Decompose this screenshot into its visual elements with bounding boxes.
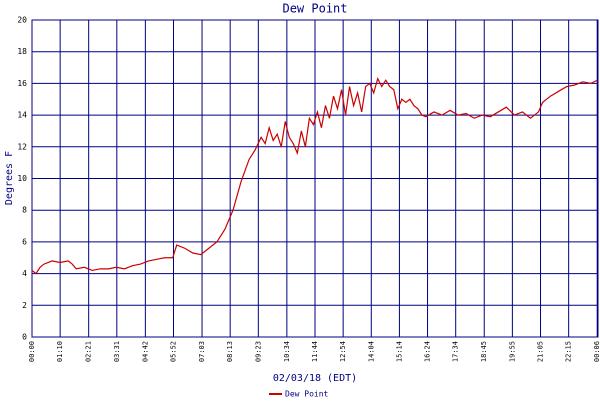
x-tick-label: 12:54 — [339, 341, 347, 362]
x-tick-label: 11:44 — [311, 341, 319, 362]
line — [31, 77, 598, 275]
x-tick-label: 21:05 — [537, 341, 545, 362]
x-tick-label: 22:15 — [565, 341, 573, 362]
x-tick-label: 15:14 — [395, 341, 403, 362]
x-tick-label: 05:52 — [170, 341, 178, 362]
y-tick-label: 0 — [22, 333, 27, 342]
chart-title: Dew Point — [282, 2, 347, 16]
y-tick-label: 18 — [17, 47, 27, 56]
x-tick-label: 09:23 — [254, 341, 262, 362]
x-tick-label: 03:31 — [113, 341, 121, 362]
x-tick-label: 04:42 — [141, 341, 149, 362]
x-tick-label: 16:24 — [424, 341, 432, 362]
x-tick-label: 02:21 — [85, 341, 93, 362]
x-tick-label: 19:55 — [508, 341, 516, 362]
x-tick-label: 07:03 — [198, 341, 206, 362]
y-tick-label: 12 — [17, 142, 27, 151]
x-tick-label: 01:10 — [56, 341, 64, 362]
y-tick-label: 6 — [22, 237, 27, 246]
y-tick-label: 14 — [17, 111, 27, 120]
y-tick-label: 4 — [22, 269, 27, 278]
x-tick-label: 17:34 — [452, 341, 460, 362]
y-tick-label: 10 — [17, 174, 27, 183]
y-tick-label: 16 — [17, 79, 27, 88]
x-tick-label: 18:45 — [480, 341, 488, 362]
legend-label: Dew Point — [285, 390, 329, 399]
x-tick-label: 00:06 — [593, 341, 600, 362]
x-axis-label: 02/03/18 (EDT) — [273, 373, 357, 384]
y-tick-label: 2 — [22, 301, 27, 310]
x-tick-label: 14:04 — [367, 341, 375, 362]
y-tick-label: 8 — [22, 206, 27, 215]
x-tick-label: 08:13 — [226, 341, 234, 362]
y-axis-label: Degrees F — [4, 151, 15, 205]
y-tick-label: 20 — [17, 16, 27, 25]
x-tick-label: 00:00 — [28, 341, 36, 362]
x-tick-label: 10:34 — [283, 341, 291, 362]
